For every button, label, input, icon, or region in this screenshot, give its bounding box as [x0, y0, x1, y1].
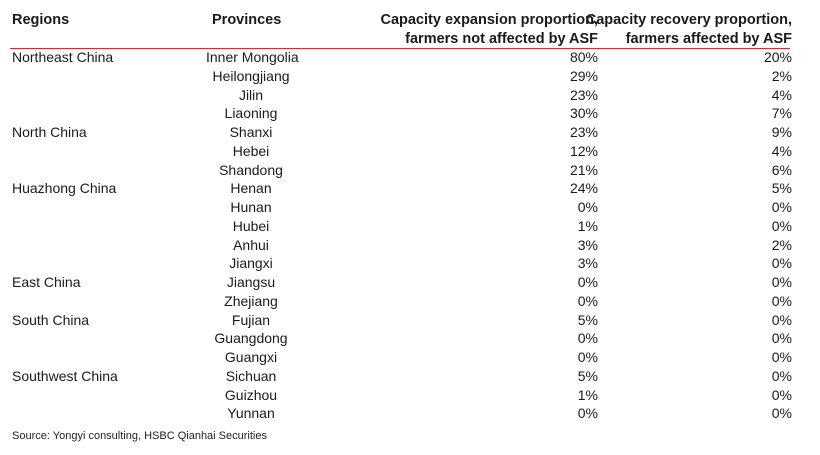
- expansion-cell: 3%: [577, 236, 598, 253]
- table-row: Yunnan 0% 0%: [0, 404, 820, 423]
- table-row: East China Jiangsu 0% 0%: [0, 273, 820, 292]
- header-capacity-recovery-line1: Capacity recovery proportion,: [585, 12, 792, 28]
- expansion-cell: 5%: [577, 367, 598, 384]
- region-cell: Huazhong China: [12, 180, 117, 197]
- expansion-cell: 0%: [577, 349, 598, 365]
- table-row: Hunan 0% 0%: [0, 198, 820, 217]
- header-capacity-recovery-line2: farmers affected by ASF: [625, 31, 792, 47]
- table-row: South China Fujian 5% 0%: [0, 311, 820, 330]
- province-cell: Guangdong: [214, 330, 288, 347]
- province-cell: Guizhou: [224, 386, 278, 403]
- recovery-cell: 0%: [771, 255, 792, 272]
- header-capacity-expansion-line2: farmers not affected by ASF: [405, 31, 598, 47]
- expansion-cell: 0%: [577, 199, 598, 215]
- province-cell: Henan: [230, 180, 272, 197]
- recovery-cell: 7%: [771, 105, 792, 122]
- recovery-cell: 0%: [771, 199, 792, 215]
- province-cell: Zhejiang: [224, 292, 278, 309]
- recovery-cell: 5%: [771, 180, 792, 197]
- expansion-cell: 21%: [569, 161, 598, 178]
- table-row: Guizhou 1% 0%: [0, 386, 820, 405]
- table-row: Shandong 21% 6%: [0, 161, 820, 180]
- table-row: Guangdong 0% 0%: [0, 329, 820, 348]
- recovery-cell: 0%: [771, 330, 792, 347]
- expansion-cell: 80%: [569, 49, 598, 65]
- source-note: Source: Yongyi consulting, HSBC Qianhai …: [12, 430, 267, 442]
- table-row: Anhui 3% 2%: [0, 236, 820, 255]
- province-cell: Hebei: [232, 142, 270, 159]
- recovery-cell: 0%: [771, 292, 792, 309]
- table-row: Northeast China Inner Mongolia 80% 20%: [0, 48, 820, 67]
- recovery-cell: 0%: [771, 405, 792, 422]
- expansion-cell: 12%: [569, 142, 598, 159]
- recovery-cell: 0%: [771, 386, 792, 403]
- recovery-cell: 0%: [771, 217, 792, 234]
- table-row: Jiangxi 3% 0%: [0, 254, 820, 273]
- header-capacity-expansion-line1: Capacity expansion proportion,: [380, 12, 598, 28]
- province-cell: Jilin: [238, 86, 264, 103]
- region-cell: South China: [12, 311, 90, 328]
- province-cell: Shanxi: [229, 124, 273, 140]
- table-row: Hebei 12% 4%: [0, 142, 820, 161]
- province-cell: Inner Mongolia: [206, 49, 299, 65]
- region-cell: Northeast China: [12, 49, 114, 65]
- header-provinces: Provinces: [212, 12, 282, 28]
- province-cell: Hubei: [232, 217, 270, 234]
- province-cell: Shandong: [219, 161, 283, 178]
- expansion-cell: 23%: [569, 86, 598, 103]
- expansion-cell: 3%: [577, 255, 598, 272]
- region-cell: Southwest China: [12, 367, 118, 384]
- header-regions: Regions: [12, 12, 70, 28]
- table-body: Northeast China Inner Mongolia 80% 20% Heilo…: [0, 48, 820, 423]
- province-cell: Hunan: [230, 199, 272, 215]
- region-cell: East China: [12, 274, 81, 290]
- expansion-cell: 0%: [577, 274, 598, 290]
- recovery-cell: 6%: [771, 161, 792, 178]
- expansion-cell: 5%: [577, 311, 598, 328]
- header-capacity-recovery: Capacity recovery proportion, farmers af…: [586, 11, 792, 49]
- recovery-cell: 4%: [771, 86, 792, 103]
- province-cell: Liaoning: [224, 105, 278, 122]
- province-cell: Sichuan: [225, 367, 277, 384]
- table-row: Liaoning 30% 7%: [0, 104, 820, 123]
- expansion-cell: 0%: [577, 330, 598, 347]
- province-cell: Fujian: [231, 311, 271, 328]
- province-cell: Heilongjiang: [212, 67, 290, 84]
- region-cell: North China: [12, 124, 87, 140]
- province-cell: Guangxi: [224, 349, 278, 365]
- recovery-cell: 9%: [771, 124, 792, 140]
- expansion-cell: 23%: [569, 124, 598, 140]
- expansion-cell: 1%: [577, 217, 598, 234]
- table-row: North China Shanxi 23% 9%: [0, 123, 820, 142]
- table-row: Heilongjiang 29% 2%: [0, 67, 820, 86]
- recovery-cell: 0%: [771, 311, 792, 328]
- expansion-cell: 29%: [569, 67, 598, 84]
- province-cell: Jiangxi: [229, 255, 273, 272]
- recovery-cell: 2%: [771, 236, 792, 253]
- table-row: Huazhong China Henan 24% 5%: [0, 179, 820, 198]
- table-row: Hubei 1% 0%: [0, 217, 820, 236]
- header-capacity-expansion: Capacity expansion proportion, farmers n…: [380, 11, 598, 49]
- expansion-cell: 0%: [577, 405, 598, 422]
- recovery-cell: 0%: [771, 349, 792, 365]
- table-row: Zhejiang 0% 0%: [0, 292, 820, 311]
- recovery-cell: 0%: [771, 367, 792, 384]
- recovery-cell: 2%: [771, 67, 792, 84]
- expansion-cell: 24%: [569, 180, 598, 197]
- expansion-cell: 30%: [569, 105, 598, 122]
- recovery-cell: 20%: [763, 49, 792, 65]
- expansion-cell: 0%: [577, 292, 598, 309]
- header-rule: [10, 48, 790, 49]
- province-cell: Anhui: [233, 236, 269, 253]
- province-cell: Yunnan: [227, 405, 275, 422]
- province-cell: Jiangsu: [226, 274, 276, 290]
- expansion-cell: 1%: [577, 386, 598, 403]
- table-row: Jilin 23% 4%: [0, 86, 820, 105]
- recovery-cell: 0%: [771, 274, 792, 290]
- table-row: Southwest China Sichuan 5% 0%: [0, 367, 820, 386]
- table-row: Guangxi 0% 0%: [0, 348, 820, 367]
- recovery-cell: 4%: [771, 142, 792, 159]
